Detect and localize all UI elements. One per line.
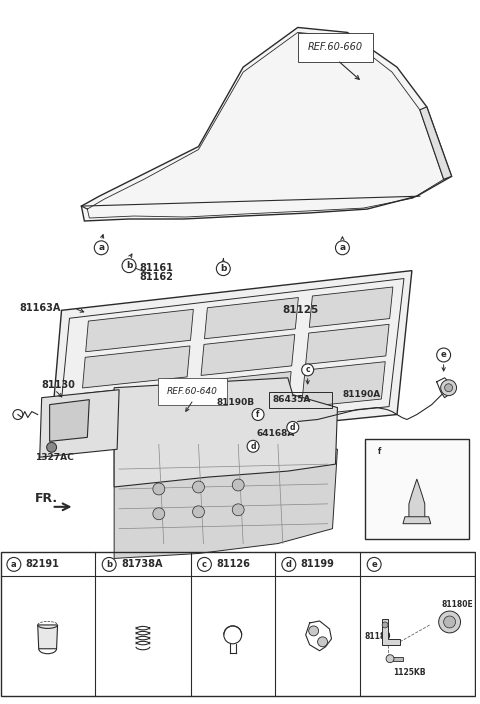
Text: 86435A: 86435A bbox=[273, 395, 312, 404]
Text: f: f bbox=[256, 410, 260, 419]
Circle shape bbox=[309, 626, 319, 636]
Polygon shape bbox=[40, 390, 119, 457]
Polygon shape bbox=[83, 346, 190, 388]
Text: a: a bbox=[339, 244, 346, 252]
Polygon shape bbox=[403, 517, 431, 524]
Circle shape bbox=[232, 479, 244, 491]
Circle shape bbox=[102, 558, 116, 572]
Circle shape bbox=[153, 483, 165, 495]
Circle shape bbox=[232, 504, 244, 516]
Text: c: c bbox=[202, 560, 207, 569]
Polygon shape bbox=[85, 309, 193, 352]
Text: 81738A: 81738A bbox=[121, 560, 163, 570]
Polygon shape bbox=[301, 362, 385, 407]
Circle shape bbox=[318, 637, 327, 647]
Text: b: b bbox=[126, 261, 132, 270]
Circle shape bbox=[192, 481, 204, 493]
Text: 1327AC: 1327AC bbox=[35, 453, 73, 462]
Circle shape bbox=[197, 558, 211, 572]
Text: b: b bbox=[220, 264, 227, 273]
Circle shape bbox=[287, 422, 299, 434]
Text: a: a bbox=[98, 244, 104, 252]
Polygon shape bbox=[409, 479, 425, 519]
Text: d: d bbox=[251, 442, 256, 451]
Text: 81130: 81130 bbox=[42, 379, 75, 390]
Polygon shape bbox=[309, 287, 393, 327]
FancyBboxPatch shape bbox=[365, 439, 469, 539]
Text: 81125: 81125 bbox=[283, 306, 319, 315]
Circle shape bbox=[216, 262, 230, 275]
Polygon shape bbox=[79, 382, 187, 429]
Text: 64168A: 64168A bbox=[256, 429, 294, 438]
Polygon shape bbox=[49, 270, 412, 449]
Circle shape bbox=[192, 506, 204, 517]
Text: REF.60-660: REF.60-660 bbox=[308, 42, 363, 52]
Circle shape bbox=[153, 508, 165, 520]
Text: d: d bbox=[290, 423, 296, 432]
Polygon shape bbox=[114, 439, 337, 558]
Circle shape bbox=[252, 408, 264, 420]
Circle shape bbox=[382, 622, 388, 628]
Text: 81190A: 81190A bbox=[342, 390, 381, 399]
Circle shape bbox=[367, 558, 381, 572]
Text: 82191: 82191 bbox=[26, 560, 60, 570]
Text: 81180E: 81180E bbox=[442, 600, 473, 608]
Text: 82132: 82132 bbox=[391, 446, 425, 456]
Polygon shape bbox=[114, 378, 337, 487]
Circle shape bbox=[47, 442, 57, 452]
Text: 81126: 81126 bbox=[216, 560, 250, 570]
Circle shape bbox=[373, 446, 385, 457]
Text: 81163A: 81163A bbox=[20, 303, 61, 313]
Text: 81190B: 81190B bbox=[216, 398, 254, 407]
Circle shape bbox=[441, 379, 456, 396]
Text: 1125KB: 1125KB bbox=[393, 668, 426, 677]
Circle shape bbox=[386, 655, 394, 662]
Circle shape bbox=[437, 348, 451, 362]
Text: c: c bbox=[305, 365, 310, 375]
Text: a: a bbox=[11, 560, 17, 569]
Polygon shape bbox=[382, 619, 400, 645]
Polygon shape bbox=[49, 400, 89, 441]
Circle shape bbox=[247, 440, 259, 452]
Polygon shape bbox=[201, 334, 295, 375]
Text: e: e bbox=[441, 351, 446, 360]
Polygon shape bbox=[197, 372, 291, 417]
Circle shape bbox=[7, 558, 21, 572]
Circle shape bbox=[444, 384, 453, 391]
Text: 81199: 81199 bbox=[301, 560, 335, 570]
Polygon shape bbox=[393, 657, 403, 660]
Text: f: f bbox=[377, 447, 381, 455]
Text: e: e bbox=[372, 560, 377, 569]
Polygon shape bbox=[306, 325, 389, 365]
Circle shape bbox=[444, 616, 456, 628]
Circle shape bbox=[336, 241, 349, 255]
Circle shape bbox=[302, 364, 313, 376]
Circle shape bbox=[439, 611, 460, 633]
Text: FR.: FR. bbox=[35, 492, 58, 505]
Text: 81161: 81161 bbox=[139, 263, 173, 272]
Text: b: b bbox=[106, 560, 112, 569]
Text: d: d bbox=[286, 560, 292, 569]
Polygon shape bbox=[420, 107, 452, 180]
Text: 81162: 81162 bbox=[139, 272, 173, 282]
Circle shape bbox=[94, 241, 108, 255]
Text: REF.60-640: REF.60-640 bbox=[167, 387, 217, 396]
Polygon shape bbox=[82, 27, 452, 221]
Circle shape bbox=[122, 258, 136, 272]
Text: 81180: 81180 bbox=[364, 632, 391, 641]
Polygon shape bbox=[204, 298, 299, 339]
Circle shape bbox=[282, 558, 296, 572]
Polygon shape bbox=[38, 625, 58, 649]
